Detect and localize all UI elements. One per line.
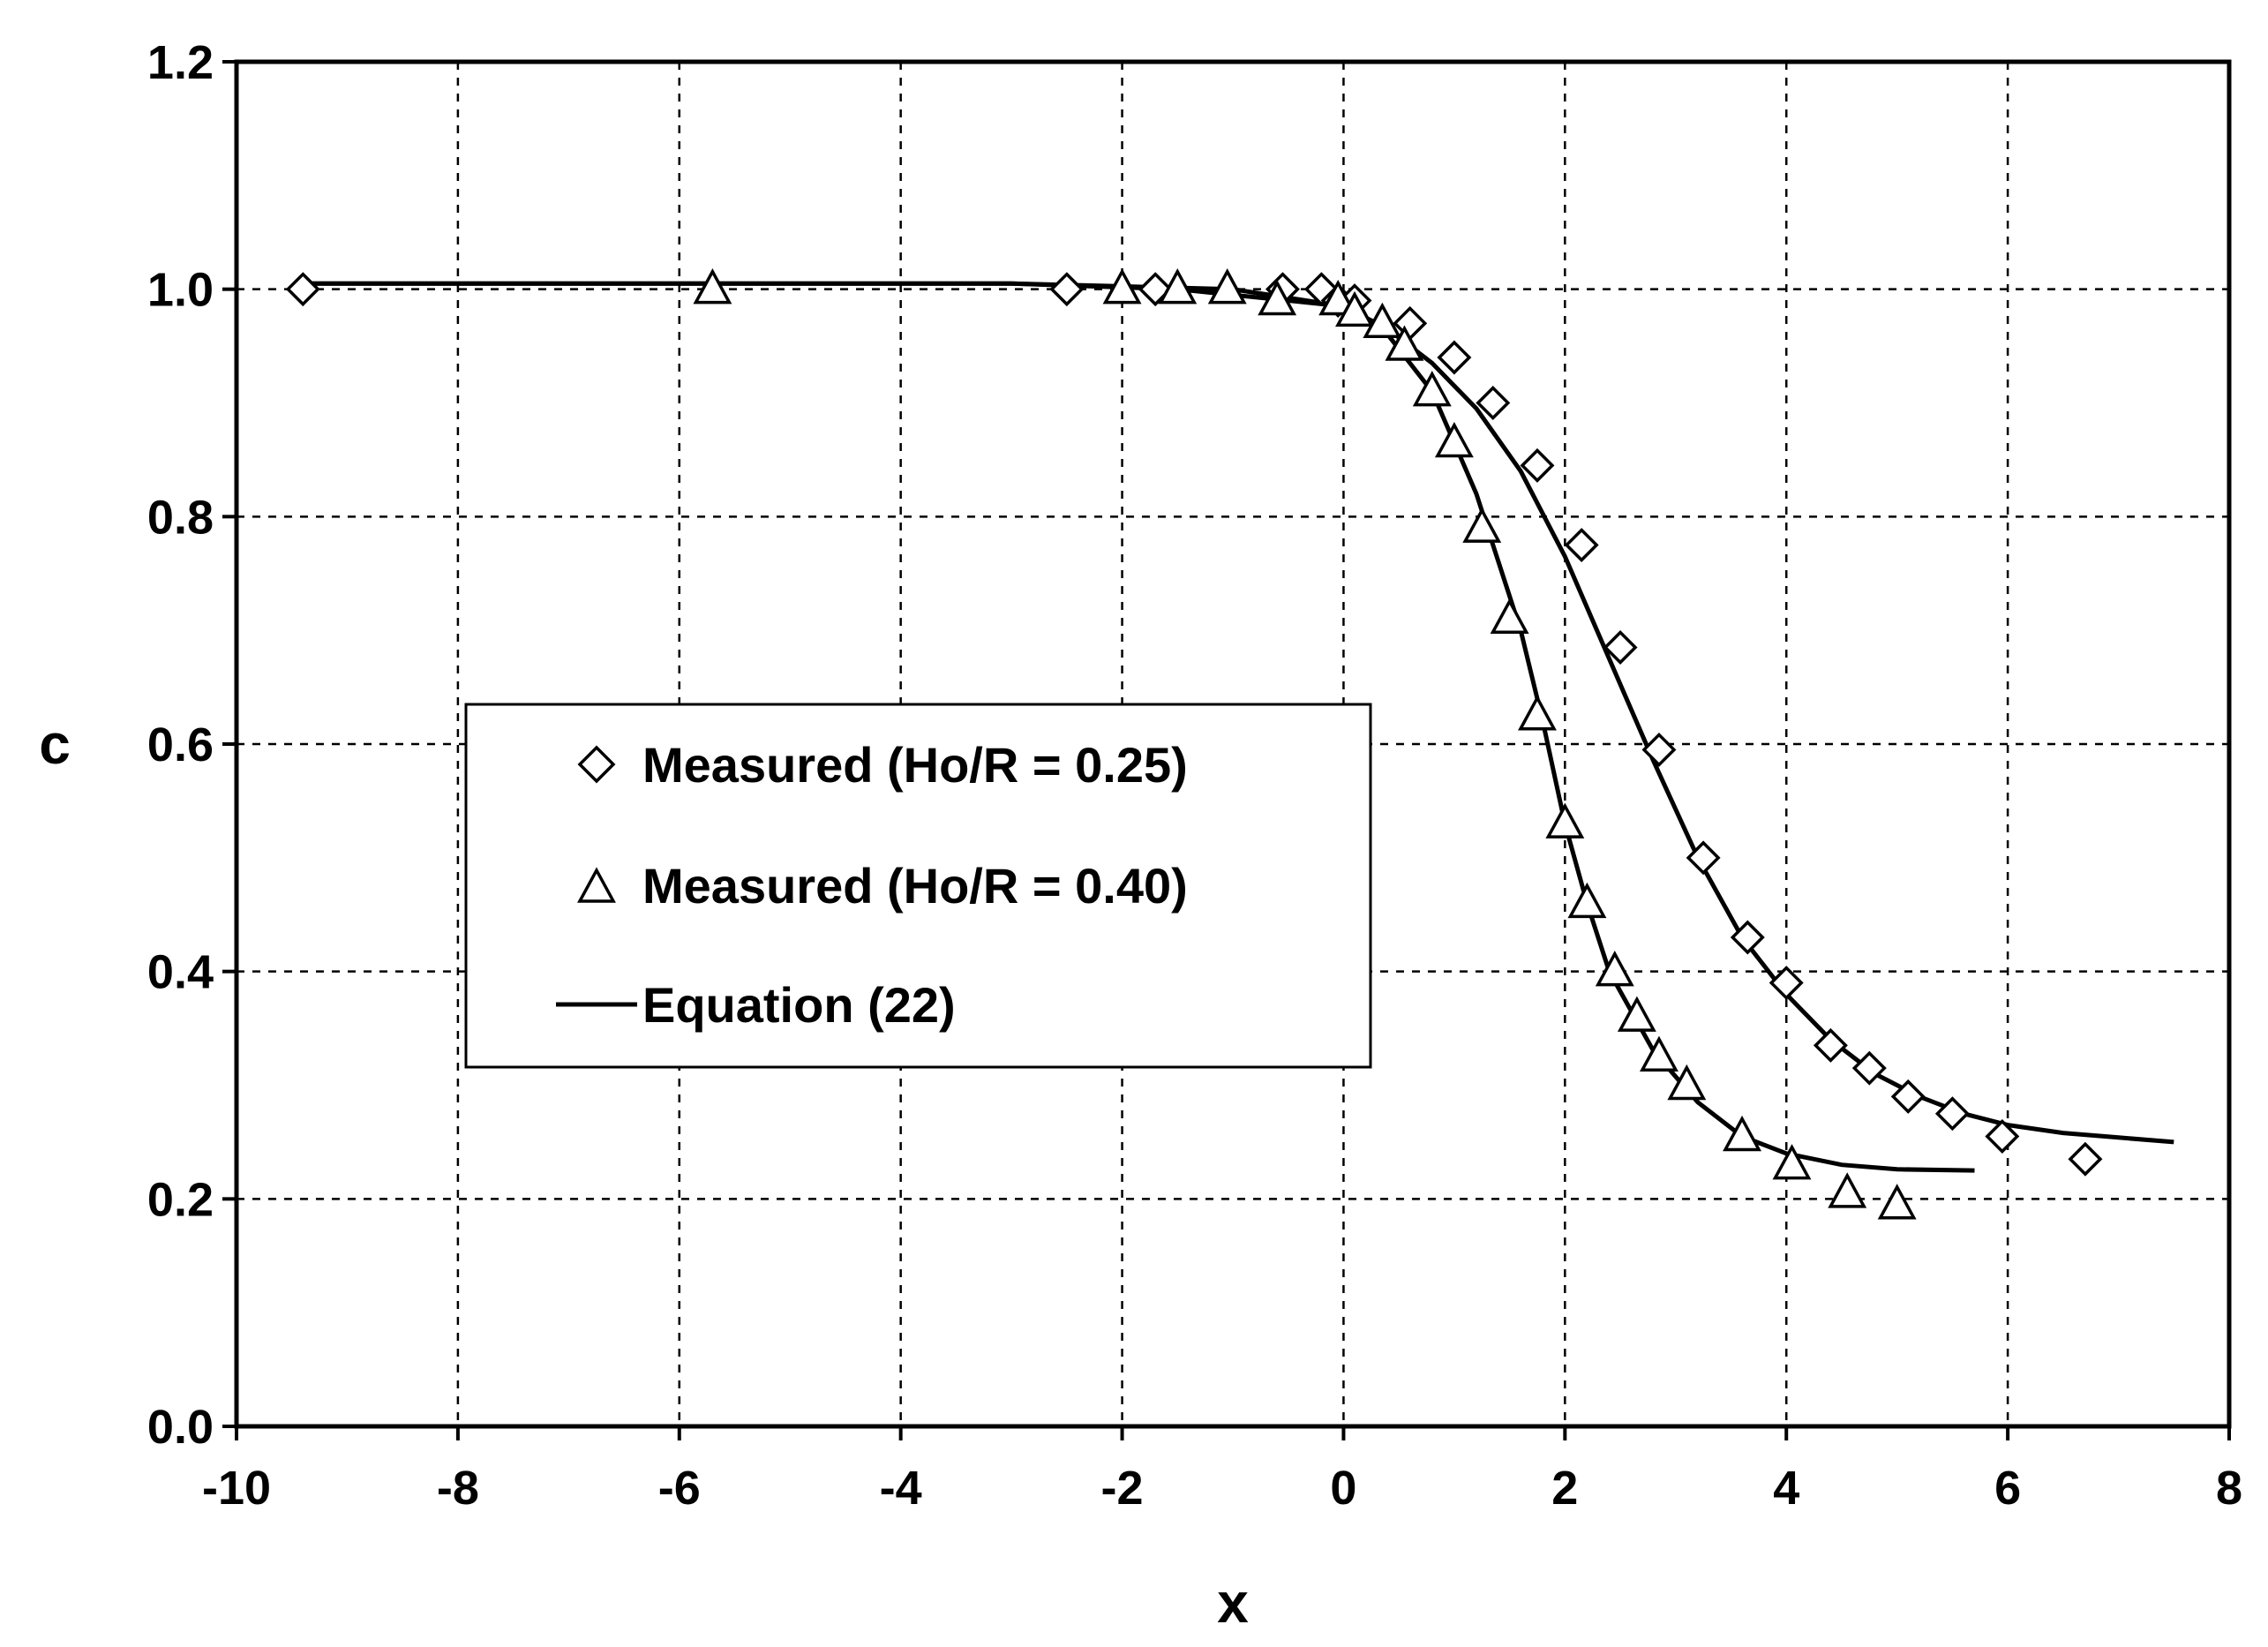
diamond-point xyxy=(1437,340,1472,375)
triangle-point xyxy=(1490,598,1529,634)
y-tick-label: 1.0 xyxy=(147,264,214,317)
x-tick-label: 2 xyxy=(1551,1462,1578,1515)
triangle-point xyxy=(1335,290,1374,327)
diamond-point xyxy=(1934,1096,1970,1132)
diamond-point xyxy=(1049,272,1085,307)
equation-curve-2 xyxy=(303,281,1975,1173)
x-tick-label: -8 xyxy=(437,1462,479,1515)
triangle-point xyxy=(1518,695,1557,731)
tick-labels: -10 -8 -6 -4 -2 0 2 4 6 8 0.0 0.2 0.4 0.6 0.8 1.0 1.2 xyxy=(147,36,2242,1515)
diamond-point xyxy=(1730,920,1765,955)
legend-triangle-symbol xyxy=(577,867,616,903)
legend-label-equation: Equation (22) xyxy=(642,977,956,1033)
diamond-point xyxy=(285,272,320,307)
diamond-point xyxy=(1603,630,1638,665)
triangle-point xyxy=(1318,279,1358,316)
y-tick-label: 0.4 xyxy=(147,946,214,999)
diamond-point xyxy=(1985,1119,2020,1154)
diamond-point xyxy=(1686,840,1721,876)
legend-label-measured-040: Measured (Ho/R = 0.40) xyxy=(642,858,1188,914)
triangle-point xyxy=(1640,1035,1678,1072)
triangle-point xyxy=(1545,802,1585,839)
x-tick-label: -4 xyxy=(880,1462,922,1515)
x-tick-label: -10 xyxy=(202,1462,271,1515)
triangle-point xyxy=(1412,371,1452,407)
x-tick-label: 8 xyxy=(2216,1462,2242,1515)
diamond-point xyxy=(2068,1141,2103,1177)
diamond-point xyxy=(1520,447,1555,483)
legend-diamond-symbol xyxy=(577,745,616,784)
triangle-point xyxy=(1877,1184,1917,1220)
y-tick-label: 1.2 xyxy=(147,36,214,89)
x-axis-title: x xyxy=(1217,1571,1249,1635)
triangle-point xyxy=(1567,882,1607,919)
x-tick-label: -2 xyxy=(1101,1462,1144,1515)
triangle-point xyxy=(1595,951,1634,987)
y-axis-title: c xyxy=(39,712,71,776)
diamond-point xyxy=(1813,1027,1848,1063)
x-tick-label: 6 xyxy=(1994,1462,2021,1515)
x-tick-label: 4 xyxy=(1773,1462,1799,1515)
triangle-point xyxy=(1158,268,1198,305)
diamond-point xyxy=(1564,528,1599,563)
triangle-point xyxy=(1772,1144,1812,1180)
legend-triangle-marker xyxy=(577,867,616,903)
axis-ticks xyxy=(222,60,2231,1440)
legend: Measured (Ho/R = 0.25) Measured (Ho/R = … xyxy=(464,703,1372,1069)
legend-label-measured-025: Measured (Ho/R = 0.25) xyxy=(642,737,1188,793)
triangle-point xyxy=(1667,1064,1707,1101)
triangle-point xyxy=(1258,279,1297,316)
diamond-point xyxy=(1641,732,1677,767)
diamond-point xyxy=(1890,1079,1926,1114)
triangle-point xyxy=(1207,268,1247,305)
triangle-point xyxy=(1385,325,1424,361)
y-tick-label: 0.0 xyxy=(147,1401,214,1454)
y-tick-label: 0.6 xyxy=(147,718,214,771)
triangle-point xyxy=(1828,1172,1867,1208)
diamond-point xyxy=(1851,1050,1887,1086)
x-tick-label: -6 xyxy=(658,1462,701,1515)
x-tick-label: 0 xyxy=(1330,1462,1356,1515)
triangle-point xyxy=(1462,507,1502,543)
triangle-point xyxy=(1723,1115,1761,1152)
triangle-point xyxy=(693,268,732,305)
diamond-point xyxy=(1476,386,1511,420)
triangle-point xyxy=(1434,421,1474,458)
y-tick-label: 0.8 xyxy=(147,491,214,544)
triangle-point xyxy=(1617,996,1656,1032)
legend-diamond-marker xyxy=(577,745,616,784)
data-markers xyxy=(285,268,2103,1220)
y-tick-label: 0.2 xyxy=(147,1173,214,1226)
diamond-point xyxy=(1769,966,1804,1001)
triangle-point xyxy=(1363,302,1402,339)
triangle-point xyxy=(1102,268,1142,305)
